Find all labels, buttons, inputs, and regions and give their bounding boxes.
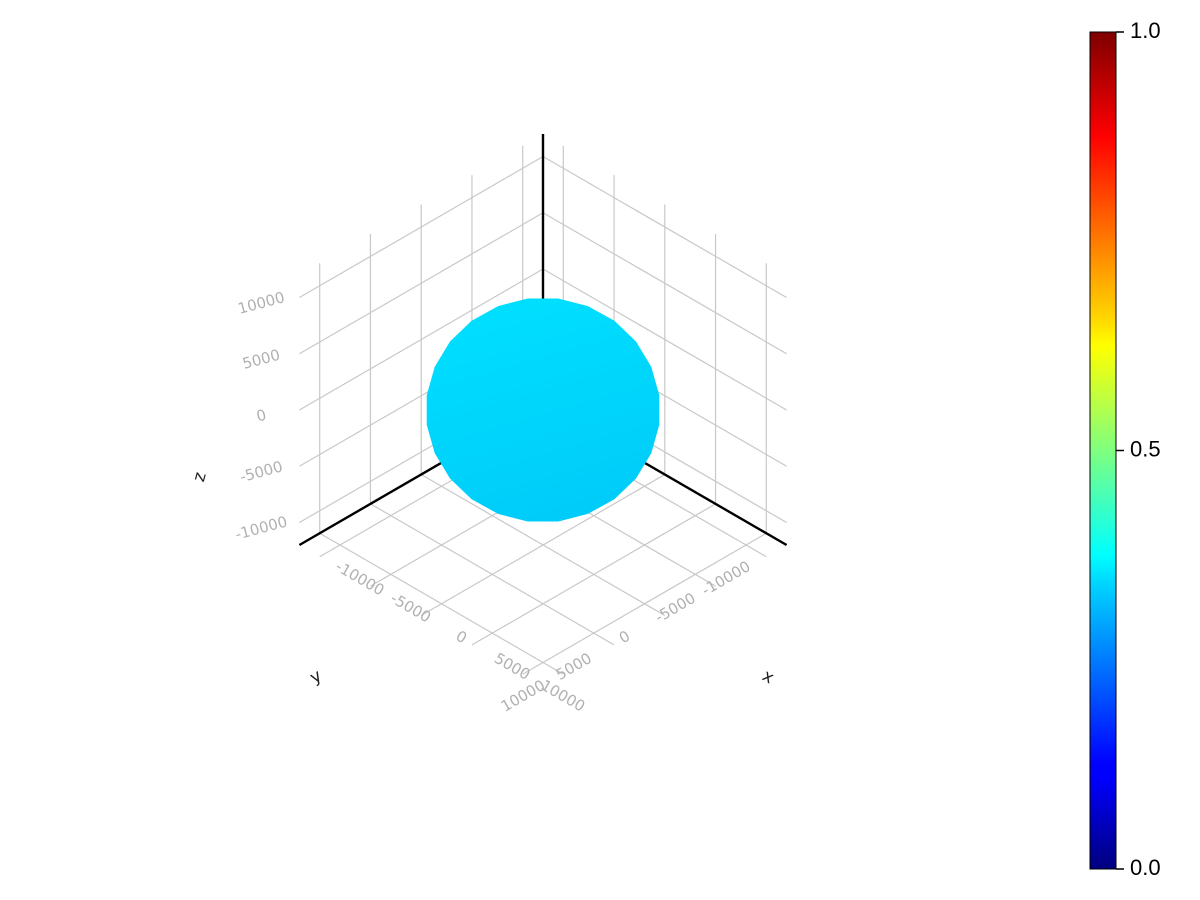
y-tick-label: 5000 — [553, 649, 595, 684]
grid-line — [420, 473, 666, 617]
z-tick-label: -5000 — [238, 457, 285, 486]
z-tick-label: 0 — [254, 406, 268, 426]
x-axis-label: x — [759, 666, 778, 688]
colorbar-tick-label: 0.5 — [1130, 436, 1161, 461]
colorbar-tick-label: 1.0 — [1130, 18, 1161, 43]
grid-line — [542, 155, 787, 299]
colorbar-gradient — [1089, 31, 1117, 870]
x-tick-label: 5000 — [491, 649, 533, 684]
y-tick-label: -5000 — [652, 589, 699, 626]
grid-line — [370, 503, 615, 646]
x-tick-label: -5000 — [387, 589, 434, 626]
z-tick-label: 5000 — [240, 346, 282, 373]
grid-line — [299, 268, 544, 411]
sphere-surface — [426, 298, 660, 522]
y-axis-label: y — [307, 666, 326, 688]
y-tick-label: 0 — [616, 627, 633, 647]
z-axis-label: z — [189, 470, 211, 484]
colorbar: 0.0 0.5 1.0 — [1089, 18, 1161, 880]
x-tick-label: 0 — [453, 627, 470, 647]
sphere-series — [426, 298, 660, 522]
colorbar-tick-label: 0.0 — [1130, 855, 1161, 880]
grid-line — [542, 268, 787, 411]
grid-line — [299, 155, 544, 299]
x-tick-label: -10000 — [332, 557, 387, 599]
grid-line — [299, 212, 544, 355]
z-tick-label: 10000 — [236, 288, 287, 318]
z-tick-label: -10000 — [233, 512, 289, 543]
grid-line — [542, 212, 787, 355]
y-tick-label: -10000 — [699, 557, 754, 599]
grid-line — [319, 532, 564, 675]
